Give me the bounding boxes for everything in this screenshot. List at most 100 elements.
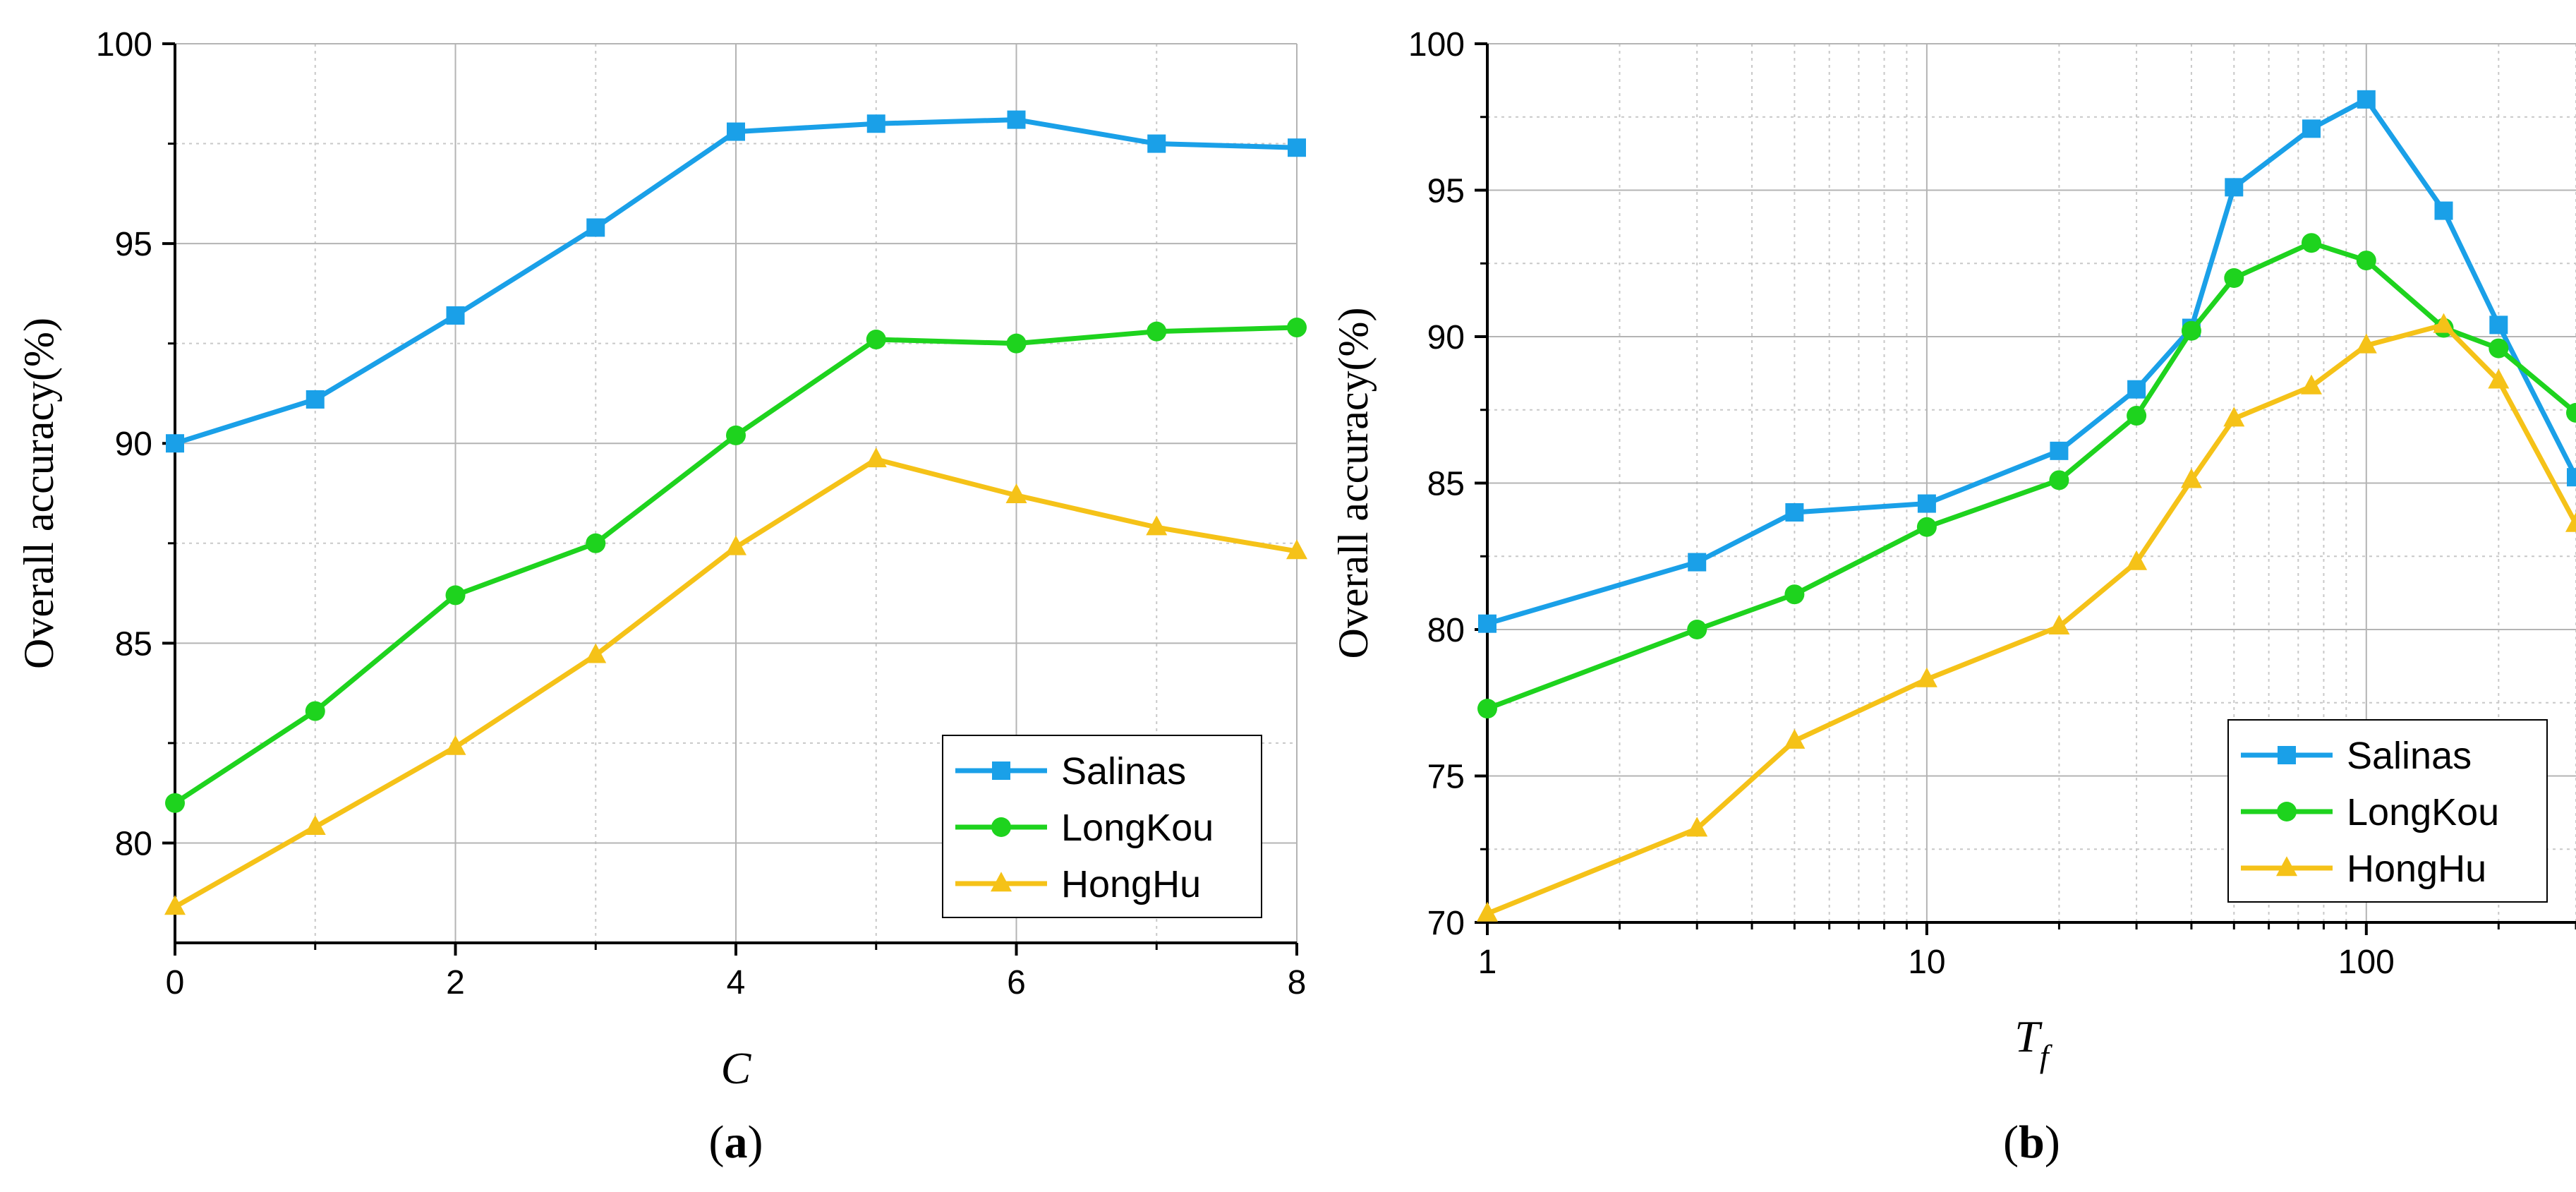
y-tick-label: 100 <box>1408 26 1465 64</box>
data-point-honghu <box>2355 333 2377 354</box>
data-point-honghu <box>1916 667 1937 687</box>
data-point-honghu <box>304 814 326 835</box>
legend-entry-salinas: Salinas <box>2347 735 2472 777</box>
legend-marker-honghu <box>2276 856 2297 877</box>
series-longkou <box>165 318 1307 813</box>
data-point-salinas <box>1688 553 1707 572</box>
data-point-salinas <box>306 390 325 409</box>
legend: Salinas LongKou HongHu <box>2227 719 2548 903</box>
series-longkou <box>1477 233 2576 719</box>
data-point-longkou <box>2049 470 2069 490</box>
data-point-longkou <box>1477 699 1497 719</box>
data-point-salinas <box>2489 315 2508 335</box>
data-point-longkou <box>1916 517 1937 537</box>
x-tick-label: 100 <box>2338 944 2395 981</box>
data-point-longkou <box>1006 333 1027 354</box>
data-point-longkou <box>2181 320 2201 341</box>
data-point-salinas <box>586 218 605 237</box>
y-tick-label: 70 <box>1427 905 1465 942</box>
panel-label-open: ( <box>709 1116 725 1168</box>
legend-marker-salinas <box>2278 746 2296 764</box>
data-point-honghu <box>2180 468 2202 488</box>
data-point-salinas <box>2302 119 2321 138</box>
data-point-longkou <box>305 701 325 721</box>
data-point-salinas <box>1288 138 1306 157</box>
data-point-honghu <box>2488 368 2510 389</box>
panel-label-letter: a <box>725 1116 748 1168</box>
panel-label: (b) <box>2003 1116 2060 1168</box>
data-point-honghu <box>1477 901 1498 922</box>
data-point-salinas <box>1007 110 1026 129</box>
data-point-longkou <box>2224 268 2244 288</box>
y-tick-label: 95 <box>115 226 152 263</box>
y-tick-label: 90 <box>1427 319 1465 356</box>
legend-entry-salinas: Salinas <box>1061 750 1186 793</box>
x-axis-label-main: C <box>721 1043 752 1093</box>
y-tick-label: 75 <box>1427 759 1465 796</box>
x-tick-label: 8 <box>1288 964 1307 1001</box>
legend-marker-longkou <box>991 817 1011 837</box>
x-axis-label: Tf <box>2014 1011 2053 1074</box>
data-point-salinas <box>1147 134 1166 153</box>
data-point-longkou <box>866 330 886 350</box>
y-tick-label: 80 <box>1427 612 1465 649</box>
data-point-longkou <box>2566 402 2576 423</box>
data-point-salinas <box>2567 468 2576 487</box>
series-salinas <box>1478 90 2576 633</box>
y-tick-label: 85 <box>115 625 152 663</box>
series-honghu <box>164 447 1307 915</box>
series-salinas <box>166 110 1306 453</box>
x-tick-label: 2 <box>446 964 465 1001</box>
chart-panel-b: 70 75 80 85 90 95 100 1 10 100 Overall accuracy(%)… <box>1330 26 2576 1168</box>
data-point-longkou <box>1147 321 1167 342</box>
data-point-honghu <box>2126 550 2148 570</box>
data-point-honghu <box>1146 515 1168 536</box>
data-point-longkou <box>2356 251 2376 271</box>
panel-label-open: ( <box>2003 1116 2019 1168</box>
data-point-honghu <box>2565 512 2576 532</box>
series-line-salinas <box>1487 97 2576 627</box>
data-point-honghu <box>164 895 186 915</box>
data-point-salinas <box>2050 441 2069 460</box>
data-point-longkou <box>1784 584 1805 605</box>
data-point-longkou <box>2301 233 2321 253</box>
x-tick-label: 4 <box>727 964 746 1001</box>
data-point-salinas <box>1478 614 1496 633</box>
data-point-longkou <box>1287 318 1307 338</box>
data-point-longkou <box>586 533 606 553</box>
panel-label: (a) <box>709 1116 763 1168</box>
x-tick-label: 1 <box>1478 944 1497 981</box>
y-axis-label: Overall accuracy(%) <box>16 318 62 669</box>
legend-entry-honghu: HongHu <box>1061 863 1201 905</box>
y-axis-label: Overall accuracy(%) <box>1330 308 1377 659</box>
y-tick-label: 85 <box>1427 466 1465 503</box>
legend: Salinas LongKou HongHu <box>942 735 1262 918</box>
x-tick-label: 10 <box>1908 944 1945 981</box>
data-point-salinas <box>727 122 745 141</box>
y-tick-label: 100 <box>96 26 152 64</box>
data-point-salinas <box>1917 494 1936 513</box>
data-point-longkou <box>2489 338 2509 359</box>
data-point-salinas <box>1785 503 1804 522</box>
legend-entry-longkou: LongKou <box>2347 791 2499 833</box>
data-point-salinas <box>2127 380 2146 399</box>
data-point-salinas <box>2434 201 2453 220</box>
data-point-honghu <box>725 535 746 555</box>
data-point-longkou <box>2127 406 2147 426</box>
data-point-longkou <box>445 585 466 606</box>
chart-panel-a: 80 85 90 95 100 0 2 4 6 8 Overall accuracy(%) C (a) S… <box>16 26 1307 1168</box>
legend-marker-salinas <box>992 761 1010 780</box>
data-point-longkou <box>726 425 746 445</box>
data-point-honghu <box>1784 728 1806 749</box>
y-tick-label: 95 <box>1427 173 1465 210</box>
legend-entry-longkou: LongKou <box>1061 807 1214 849</box>
data-point-honghu <box>1005 483 1027 504</box>
data-point-honghu <box>585 643 607 663</box>
data-point-honghu <box>1686 817 1708 837</box>
data-point-honghu <box>2300 374 2322 395</box>
data-point-salinas <box>2225 178 2244 197</box>
panel-label-letter: b <box>2019 1116 2045 1168</box>
series-honghu <box>1477 313 2576 922</box>
legend-marker-honghu <box>991 872 1012 892</box>
